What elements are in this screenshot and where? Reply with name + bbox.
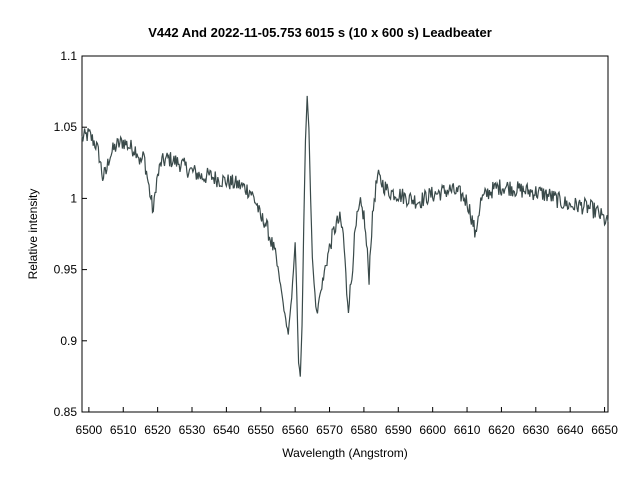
x-axis-label: Wavelength (Angstrom) — [282, 446, 408, 460]
x-tick-label: 6640 — [557, 423, 584, 437]
x-tick-label: 6650 — [591, 423, 618, 437]
x-tick-label: 6600 — [419, 423, 446, 437]
y-tick-label: 0.9 — [60, 334, 77, 348]
x-tick-label: 6620 — [488, 423, 515, 437]
x-tick-label: 6520 — [144, 423, 171, 437]
x-tick-label: 6630 — [522, 423, 549, 437]
x-tick-label: 6530 — [179, 423, 206, 437]
y-axis-label: Relative intensity — [26, 189, 40, 280]
y-tick-label: 0.85 — [54, 405, 78, 419]
y-tick-label: 1.05 — [54, 120, 78, 134]
x-tick-label: 6610 — [454, 423, 481, 437]
y-axis: 0.85 0.9 0.95 1 1.05 1.1 — [54, 49, 87, 419]
x-tick-label: 6580 — [351, 423, 378, 437]
plot-frame — [81, 55, 609, 413]
x-tick-label: 6590 — [385, 423, 412, 437]
x-tick-label: 6570 — [316, 423, 343, 437]
y-tick-label: 1.1 — [60, 49, 77, 63]
y-tick-label: 1 — [70, 191, 77, 205]
x-tick-label: 6500 — [76, 423, 103, 437]
spectrum-line — [81, 95, 609, 377]
x-tick-label: 6540 — [213, 423, 240, 437]
x-tick-label: 6550 — [247, 423, 274, 437]
y-tick-label: 0.95 — [54, 263, 78, 277]
chart-title: V442 And 2022-11-05.753 6015 s (10 x 600… — [148, 25, 492, 40]
x-tick-label: 6560 — [282, 423, 309, 437]
x-axis: 6500 6510 6520 6530 6540 6550 6560 6570 6580 6590… — [76, 407, 618, 437]
x-tick-label: 6510 — [110, 423, 137, 437]
